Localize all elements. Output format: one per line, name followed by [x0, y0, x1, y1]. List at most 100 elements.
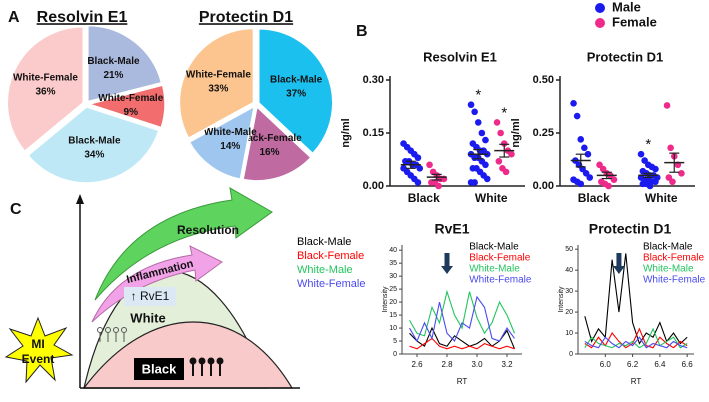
significance: *: [645, 136, 651, 153]
chromatogram-line: [584, 327, 688, 349]
peak-arrow-head: [441, 266, 453, 274]
y-tick-label: 0.30: [363, 74, 384, 86]
slice-label: Black-Male: [87, 56, 140, 67]
data-point: [646, 182, 654, 190]
x-tick-label: 3.2: [501, 360, 513, 369]
significance: *: [475, 87, 481, 104]
slice-label: Black-Female: [237, 133, 302, 144]
data-point: [637, 150, 645, 158]
data-point: [478, 129, 486, 137]
y-tick-label: 0: [569, 351, 573, 358]
y-axis-label: Intensity: [558, 286, 565, 313]
x-axis-label: RT: [457, 377, 468, 386]
data-point: [493, 119, 501, 126]
data-point: [483, 175, 491, 183]
y-tick-label: 0.15: [363, 127, 384, 139]
slice-value: 37%: [286, 88, 306, 99]
legend-text: White-Male: [297, 264, 353, 276]
data-point: [471, 179, 478, 186]
data-point: [482, 136, 489, 144]
legend-text: Black-Female: [643, 253, 705, 264]
data-point: [426, 161, 433, 169]
chart-title: Resolvin E1: [423, 49, 497, 64]
data-point: [467, 101, 475, 109]
y-tick-label: 25: [389, 286, 397, 293]
data-point: [577, 136, 585, 143]
legend-text: Male: [612, 0, 641, 14]
peak-arrow-head: [612, 266, 625, 274]
data-point: [573, 112, 581, 120]
slice-label: White-Male: [204, 127, 257, 138]
event-star: [4, 316, 74, 384]
pie-slice: [26, 106, 160, 184]
x-tick-label: 3.0: [471, 360, 483, 369]
y-tick-label: 20: [565, 309, 573, 316]
legend-text: Black-Female: [297, 250, 364, 262]
legend-text: White-Female: [469, 275, 532, 286]
legend-marker: [595, 18, 605, 28]
y-axis-label: Intensity: [382, 286, 389, 313]
data-point: [497, 129, 504, 137]
legend-text: White-Female: [297, 278, 365, 290]
slice-value: 9%: [124, 107, 139, 118]
x-tick-label: 2.8: [441, 360, 453, 369]
data-point: [508, 150, 515, 158]
y-tick-label: 10: [565, 330, 573, 337]
pie-slice: [242, 105, 312, 182]
rve1-box: [124, 287, 176, 306]
data-point: [581, 144, 588, 152]
panel-label: C: [10, 201, 22, 218]
data-point: [667, 144, 674, 152]
chart-title: Resolvin E1: [37, 9, 128, 26]
slice-value: 21%: [103, 70, 123, 81]
data-point: [678, 169, 685, 177]
chart-title: RvE1: [434, 221, 469, 237]
diagram-label: White: [130, 310, 165, 325]
data-point: [577, 180, 585, 188]
data-point: [570, 100, 577, 107]
chromatogram-line: [409, 326, 516, 350]
chromatogram-line: [409, 289, 516, 337]
legend-text: Black-Male: [297, 236, 351, 248]
chart-title: Protectin D1: [199, 9, 293, 26]
people-icon: [97, 327, 127, 342]
data-point: [416, 165, 424, 172]
slice-value: 36%: [35, 87, 55, 98]
slice-label: Black-Male: [270, 74, 323, 85]
slice-value: 14%: [220, 141, 240, 152]
data-point: [605, 182, 612, 190]
y-tick-label: 30: [389, 273, 397, 280]
data-point: [435, 182, 442, 190]
x-tick-label: Black: [578, 191, 610, 205]
data-point: [414, 179, 422, 186]
data-point: [652, 178, 659, 186]
x-tick-label: White: [645, 191, 678, 205]
legend-text: White-Female: [643, 275, 706, 286]
y-tick-label: 0.00: [533, 180, 554, 192]
x-tick-label: 6.0: [600, 360, 612, 369]
panel-label: B: [356, 23, 368, 40]
y-axis-label: ng/ml: [510, 118, 522, 147]
legend-text: Female: [612, 14, 657, 29]
diagram-label: Resolution: [177, 223, 239, 237]
legend-marker: [595, 3, 605, 13]
data-point: [586, 174, 594, 181]
axis-arrow: [76, 194, 84, 204]
slice-value: 33%: [208, 83, 228, 94]
data-point: [482, 161, 489, 169]
data-point: [663, 102, 671, 109]
diagram-label: MI: [31, 337, 44, 351]
black-box: [134, 358, 184, 380]
chromatogram-line: [409, 295, 515, 343]
x-tick-label: 6.6: [682, 360, 694, 369]
data-point: [669, 178, 676, 186]
legend-text: Black-Female: [469, 253, 531, 264]
y-axis-label: ng/ml: [340, 118, 352, 147]
y-tick-label: 0.25: [533, 127, 554, 139]
people-icon: [189, 357, 224, 376]
data-point: [495, 157, 503, 165]
slice-label: Black-Male: [68, 136, 121, 147]
data-point: [474, 119, 482, 126]
data-point: [414, 154, 422, 162]
